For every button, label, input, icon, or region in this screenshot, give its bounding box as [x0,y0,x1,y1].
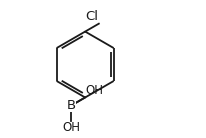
Text: B: B [67,99,76,112]
Text: OH: OH [62,121,81,134]
Text: OH: OH [85,84,103,97]
Text: Cl: Cl [85,10,98,23]
